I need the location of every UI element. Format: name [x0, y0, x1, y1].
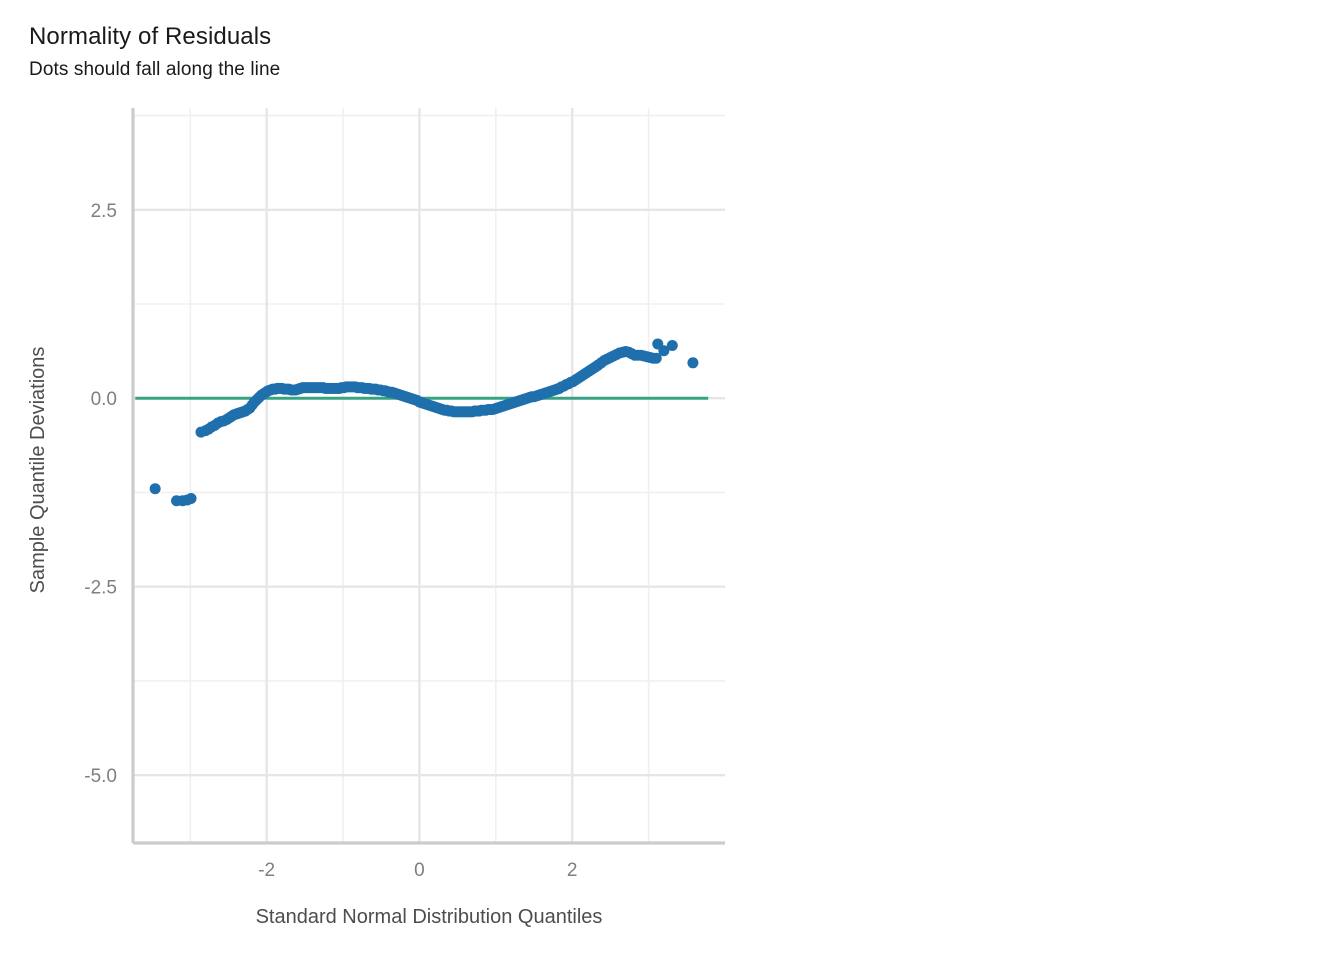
- data-point: [650, 352, 662, 364]
- chart-subtitle: Dots should fall along the line: [29, 59, 281, 80]
- data-point: [666, 339, 678, 351]
- panel-background: [133, 108, 725, 843]
- data-point: [687, 357, 699, 369]
- x-tick-label: 0: [414, 860, 425, 881]
- page-title: Normality of Residuals: [29, 23, 272, 50]
- x-axis-title: Standard Normal Distribution Quantiles: [256, 906, 603, 928]
- y-tick-label: -2.5: [84, 578, 117, 599]
- data-points: [149, 338, 699, 507]
- data-point: [149, 483, 161, 495]
- x-tick-label: 2: [567, 860, 578, 881]
- y-tick-label: 0.0: [91, 389, 117, 410]
- axis-lines: [131, 108, 725, 845]
- x-tick-labels: -2 0 2: [258, 860, 577, 881]
- data-point: [658, 345, 670, 357]
- y-tick-labels: 2.5 0.0 -2.5 -5.0: [84, 201, 117, 787]
- grid-minor: [133, 108, 725, 843]
- y-tick-label: 2.5: [91, 201, 117, 222]
- y-tick-label: -5.0: [84, 766, 117, 787]
- data-point: [185, 492, 197, 504]
- title-block: Normality of Residuals Dots should fall …: [29, 22, 929, 83]
- x-tick-label: -2: [258, 860, 275, 881]
- y-axis-title: Sample Quantile Deviations: [27, 347, 49, 594]
